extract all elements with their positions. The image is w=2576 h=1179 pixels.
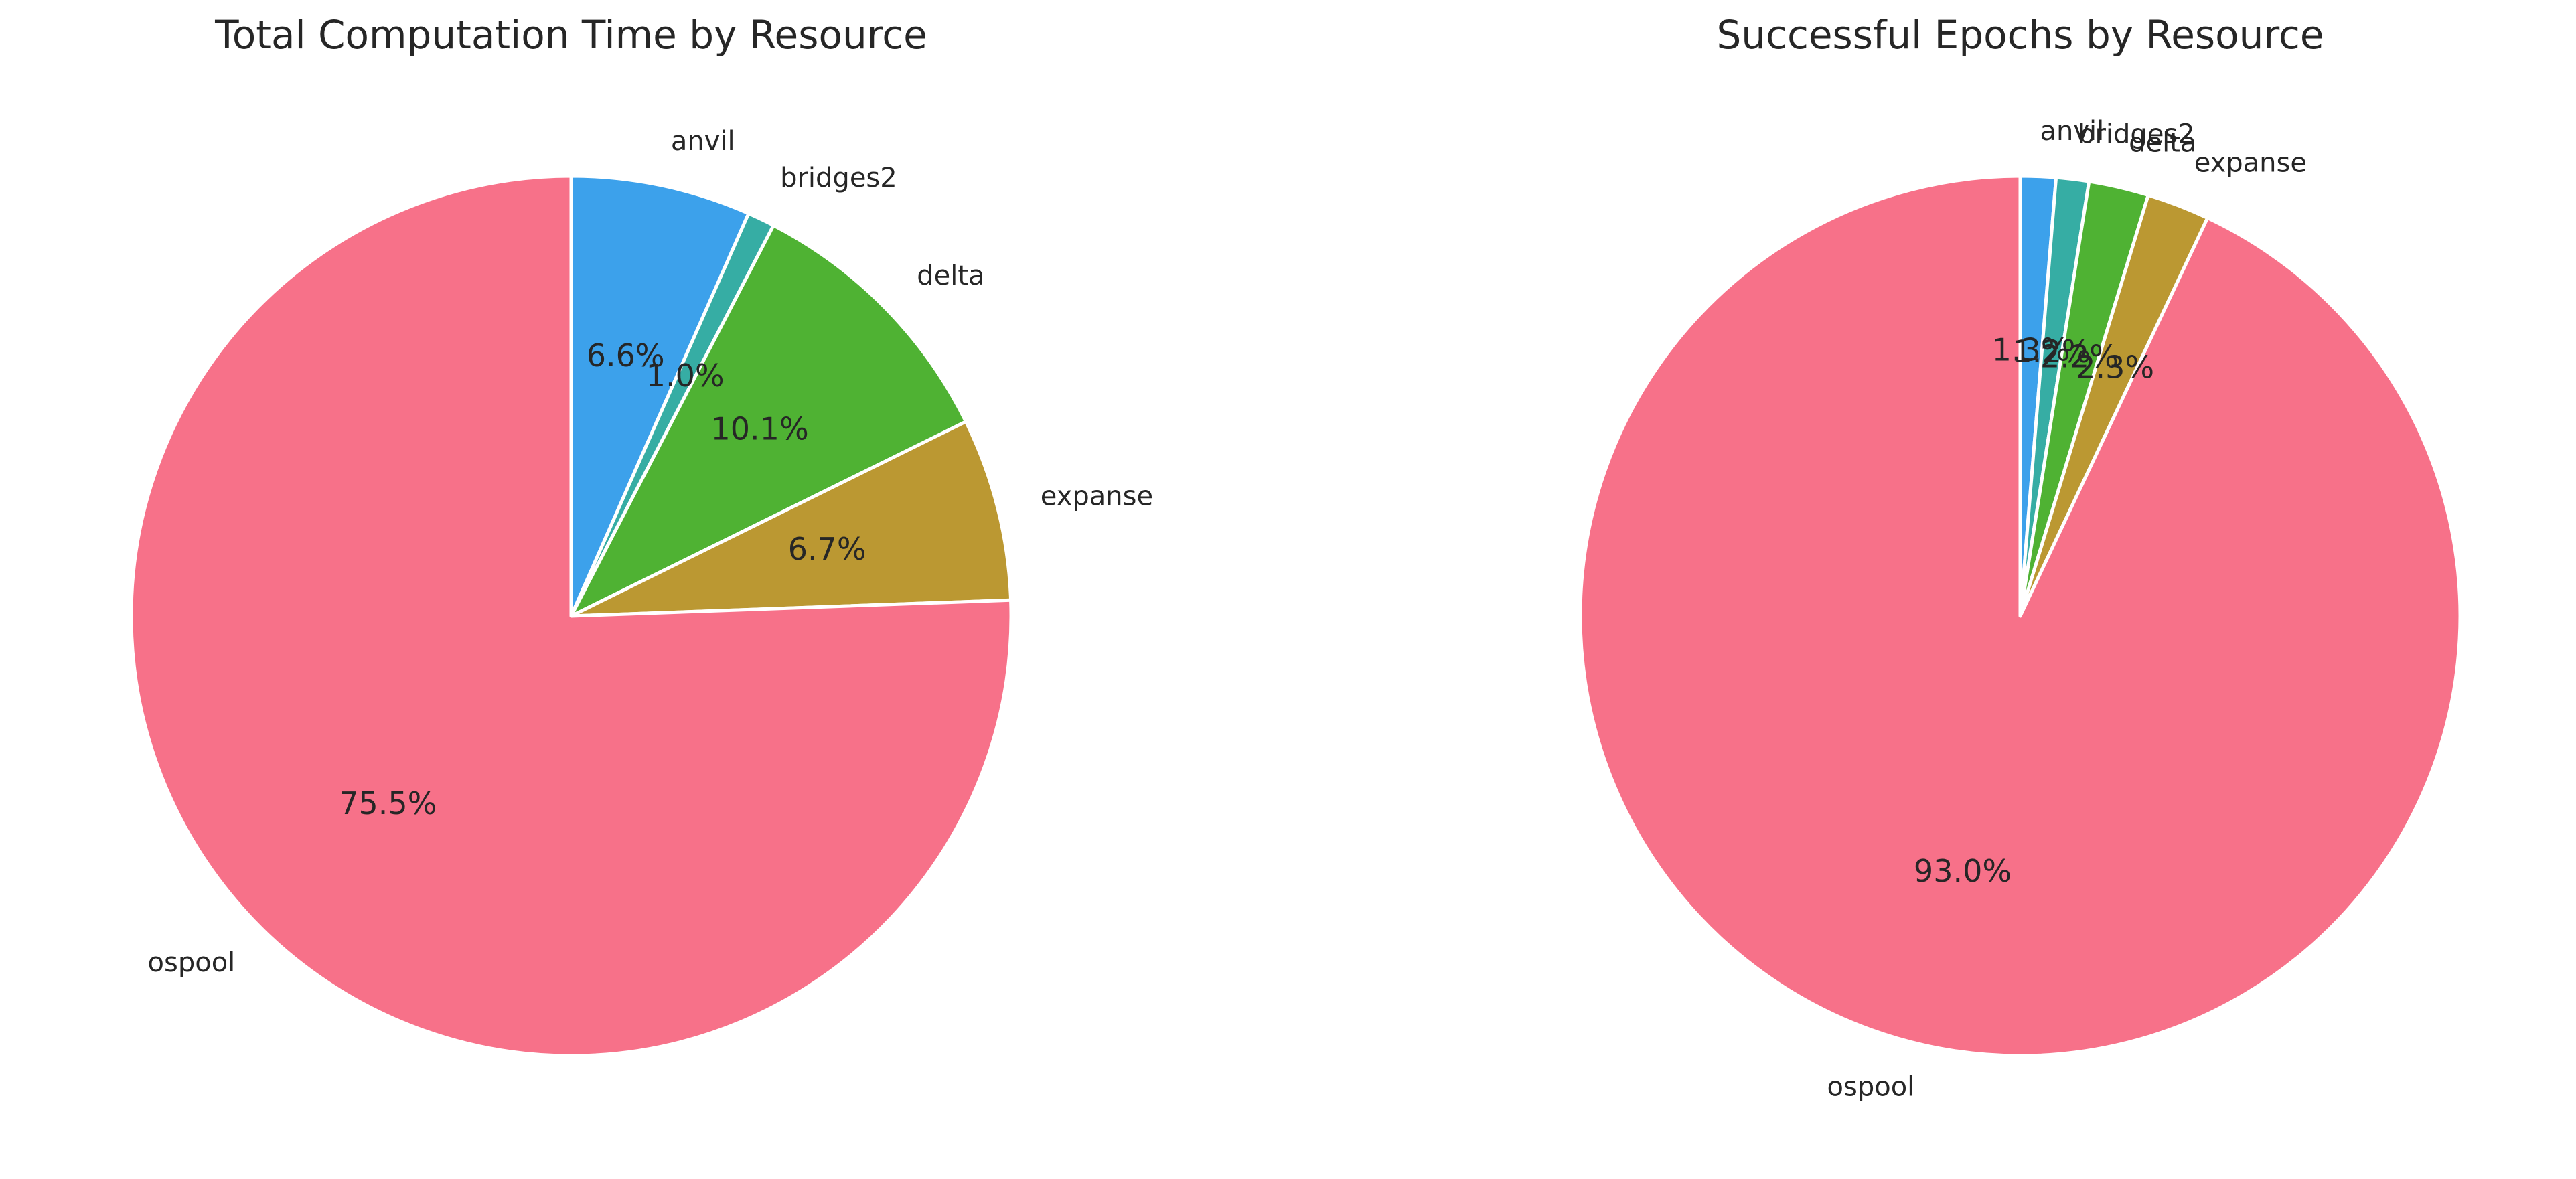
pie-slice-expanse (569, 420, 1013, 618)
pie-wedges (129, 174, 1013, 1058)
slice-label-ospool: ospool (1827, 1071, 1915, 1102)
pct-label-ospool: 75.5% (339, 785, 437, 821)
slice-label-delta: delta (917, 260, 984, 291)
pct-label-bridges2: 1.0% (646, 358, 725, 394)
pie-labels: anvil 6.6% bridges2 1.0% delta 10.1% expanse 6.… (148, 126, 1154, 978)
pie-slice-ospool (1578, 174, 2462, 1058)
slice-label-anvil: anvil (671, 126, 735, 157)
pie-slice-delta (569, 224, 968, 618)
pie-chart-computation-time: Total Computation Time by Resource anvil… (129, 12, 1154, 1058)
pct-label-anvil: 6.6% (587, 337, 665, 374)
pct-label-expanse: 2.3% (2076, 349, 2154, 386)
slice-label-ospool: ospool (148, 947, 236, 978)
pct-label-bridges2: 1.2% (2012, 333, 2091, 370)
chart-title: Successful Epochs by Resource (1716, 12, 2324, 58)
pie-slice-anvil (569, 174, 751, 618)
slice-label-bridges2: bridges2 (2078, 119, 2195, 149)
pie-slice-ospool (129, 174, 1013, 1058)
slice-label-expanse: expanse (1041, 481, 1153, 512)
pct-label-anvil: 1.3% (1992, 332, 2070, 368)
pct-label-expanse: 6.7% (788, 531, 866, 567)
pct-label-delta: 2.2% (2040, 338, 2119, 374)
slice-label-delta: delta (2129, 128, 2196, 159)
pct-label-ospool: 93.0% (1914, 853, 2012, 889)
pie-chart-successful-epochs: Successful Epochs by Resource anvil 1.3% b… (1578, 12, 2462, 1102)
slice-label-anvil: anvil (2040, 116, 2105, 147)
pie-labels: anvil 1.3% bridges2 1.2% delta 2.2% expanse 2.3… (1827, 116, 2307, 1102)
slice-label-bridges2: bridges2 (780, 163, 897, 193)
pie-wedges (1578, 174, 2462, 1058)
slice-label-expanse: expanse (2194, 148, 2307, 179)
pct-label-delta: 10.1% (711, 411, 809, 447)
chart-title: Total Computation Time by Resource (214, 12, 927, 58)
